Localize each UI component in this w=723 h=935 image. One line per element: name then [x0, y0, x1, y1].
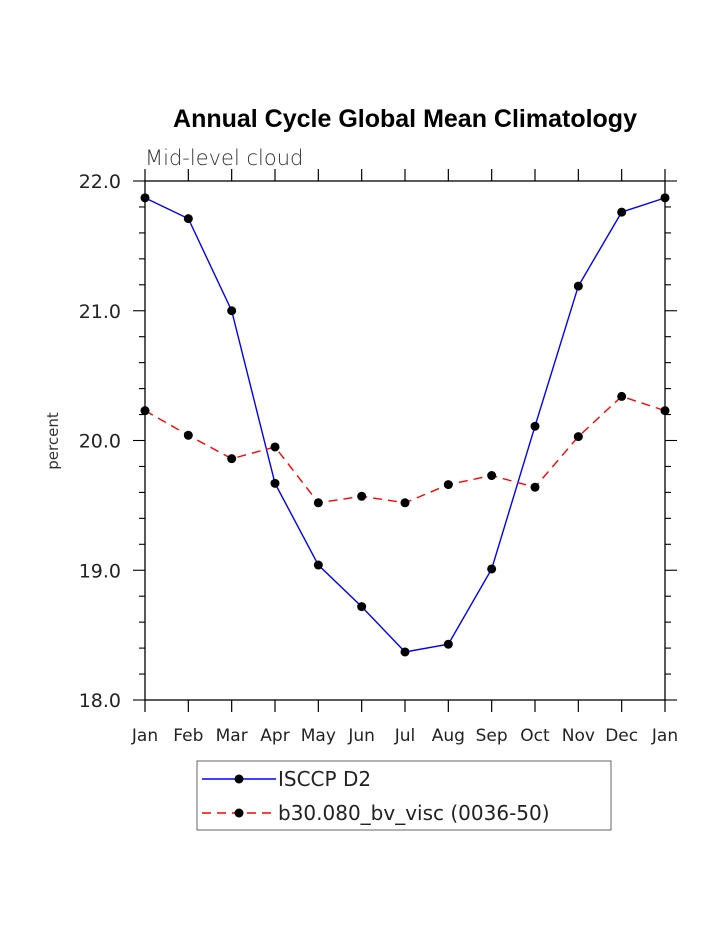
series-2	[140, 391, 670, 508]
series-1	[140, 193, 670, 657]
data-point	[660, 406, 670, 416]
data-point	[530, 421, 540, 431]
data-point	[400, 647, 410, 657]
x-tick-label: Nov	[562, 726, 595, 746]
plot-axes: Jan Feb Mar Apr May Jun Jul Aug Sep Oct Nov Dec Jan 1…	[79, 169, 678, 746]
series-layer	[140, 193, 670, 657]
data-point	[487, 564, 497, 574]
series-line	[144, 395, 666, 504]
y-tick-label: 21.0	[79, 301, 121, 323]
legend-marker	[234, 808, 244, 818]
data-point	[270, 478, 280, 488]
y-tick-label: 20.0	[79, 431, 121, 453]
data-point	[617, 207, 627, 217]
data-point	[443, 639, 453, 649]
y-tick-label: 22.0	[79, 171, 121, 193]
legend-label: b30.080_bv_visc (0036-50)	[278, 801, 550, 825]
data-point	[227, 454, 237, 464]
data-point	[573, 432, 583, 442]
data-point	[660, 193, 670, 203]
data-point	[140, 406, 150, 416]
data-point	[443, 480, 453, 490]
x-tick-label: Jul	[394, 726, 416, 746]
data-point	[140, 193, 150, 203]
data-point	[357, 491, 367, 501]
chart-title: Annual Cycle Global Mean Climatology	[173, 105, 637, 133]
x-tick-label: Jun	[347, 726, 375, 746]
data-point	[227, 306, 237, 316]
plot-frame	[144, 180, 666, 701]
x-tick-label: May	[301, 726, 336, 746]
legend-marker	[234, 774, 244, 784]
data-point	[270, 442, 280, 452]
y-tick-label: 18.0	[79, 690, 121, 712]
x-tick-label: Feb	[173, 726, 203, 746]
x-tick-label: Dec	[605, 726, 638, 746]
data-point	[183, 214, 193, 224]
data-point	[313, 498, 323, 508]
x-tick-label: Aug	[432, 726, 465, 746]
data-point	[573, 281, 583, 291]
legend-label: ISCCP D2	[278, 767, 371, 791]
x-tick-label: Mar	[216, 726, 248, 746]
chart-subtitle: Mid-level cloud	[145, 146, 303, 170]
data-point	[313, 560, 323, 570]
legend: ISCCP D2 b30.080_bv_visc (0036-50)	[196, 760, 612, 831]
data-point	[400, 498, 410, 508]
y-axis-label: percent	[44, 412, 62, 470]
data-point	[183, 430, 193, 440]
data-point	[487, 471, 497, 481]
y-tick-label: 19.0	[79, 560, 121, 582]
x-tick-label: Apr	[260, 726, 289, 746]
data-point	[530, 482, 540, 492]
x-tick-label: Jan	[651, 726, 678, 746]
x-tick-label: Oct	[520, 726, 550, 746]
x-tick-label: Jan	[131, 726, 158, 746]
legend-box	[196, 760, 612, 831]
x-tick-label: Sep	[476, 726, 508, 746]
data-point	[617, 391, 627, 401]
data-point	[357, 602, 367, 612]
series-line	[144, 197, 666, 653]
